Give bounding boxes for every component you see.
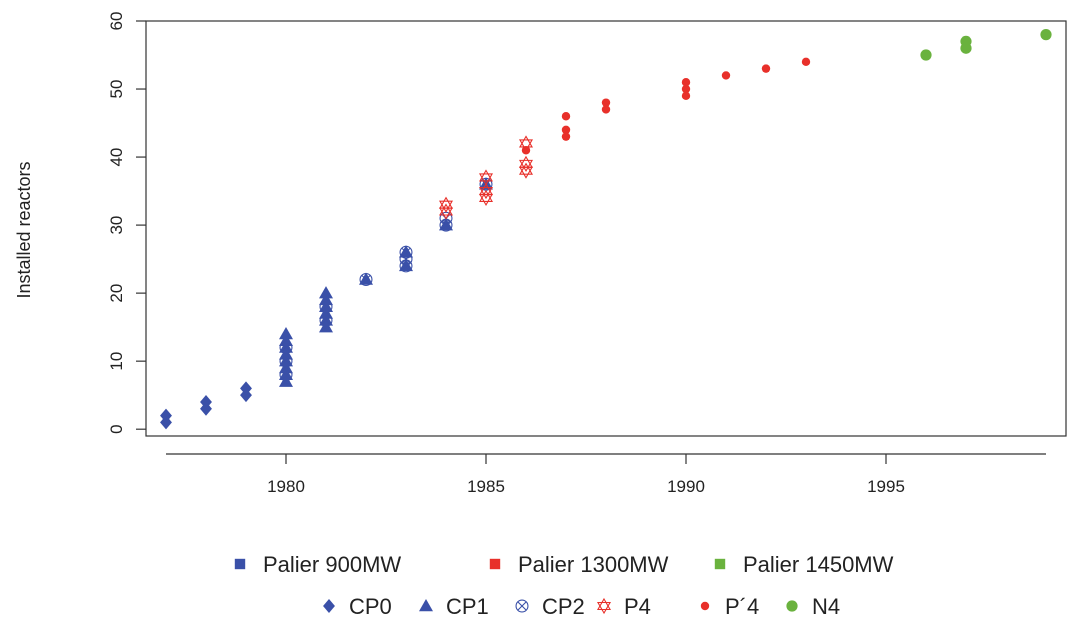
point-cp2: [399, 252, 413, 266]
legend-series-marker: [419, 599, 433, 612]
legend-series: CP0 CP1 CP2 P4 P´4 N4: [323, 594, 840, 619]
point-cp1: [279, 326, 293, 340]
point-p4: [721, 71, 731, 80]
point-cp1: [319, 286, 333, 299]
legend-palier-label: Palier 1300MW: [518, 552, 669, 577]
y-tick-label: 50: [107, 80, 126, 99]
point-cp0: [160, 408, 172, 423]
y-tick-label: 60: [107, 12, 126, 31]
point-p4: [801, 57, 811, 67]
legend-series-label: CP2: [542, 594, 585, 619]
x-axis: 1980 1985 1990 1995: [166, 453, 1046, 496]
point-p4: [681, 91, 691, 101]
legend-series-label: CP0: [349, 594, 392, 619]
y-tick-label: 40: [107, 148, 126, 167]
legend-palier-marker: [714, 558, 726, 570]
point-n4: [1040, 29, 1052, 41]
legend-palier-label: Palier 1450MW: [743, 552, 894, 577]
point-cp2: [399, 259, 413, 273]
point-p4: [601, 105, 611, 114]
point-p4: [521, 146, 531, 155]
y-tick-label: 20: [107, 284, 126, 303]
y-tick-label: 10: [107, 352, 126, 371]
y-axis-label: Installed reactors: [14, 161, 34, 298]
point-p4: [601, 98, 611, 107]
point-cp1: [319, 299, 333, 312]
point-p4: [438, 196, 454, 213]
point-cp1: [279, 354, 293, 367]
point-cp1: [319, 313, 333, 326]
legend-series-marker: [323, 599, 335, 613]
legend-series-marker: [786, 600, 798, 612]
point-p4: [478, 169, 494, 186]
legend-series-label: P´4: [725, 594, 759, 619]
point-cp1: [279, 340, 293, 353]
point-n4: [920, 49, 932, 61]
legend-series-label: CP1: [446, 594, 489, 619]
y-tick-label: 30: [107, 216, 126, 235]
point-p4: [681, 84, 691, 94]
legend-series-marker: [515, 599, 529, 613]
legend-palier-label: Palier 900MW: [263, 552, 401, 577]
data-points: [160, 29, 1052, 430]
legend-series-marker: [596, 597, 612, 615]
legend-palier-marker: [489, 558, 501, 570]
point-cp1: [359, 272, 373, 285]
x-tick-label: 1985: [467, 477, 505, 496]
point-p4: [561, 125, 571, 135]
y-axis: 0 10 20 30 40 50 60: [107, 12, 146, 434]
legend-series-label: N4: [812, 594, 840, 619]
point-p4: [561, 132, 571, 141]
point-n4: [960, 35, 972, 48]
x-tick-label: 1995: [867, 477, 905, 496]
point-p4: [681, 78, 691, 87]
point-cp2: [319, 300, 333, 314]
point-p4: [518, 155, 534, 172]
point-cp1: [279, 367, 293, 381]
y-tick-label: 0: [107, 424, 126, 433]
x-tick-label: 1990: [667, 477, 705, 496]
point-cp0: [240, 381, 252, 396]
legend-palier: Palier 900MW Palier 1300MW Palier 1450MW: [234, 552, 894, 577]
point-cp2: [399, 245, 413, 259]
point-p4: [561, 112, 571, 121]
plot-frame: [145, 20, 1067, 437]
point-p4: [478, 182, 494, 200]
x-tick-label: 1980: [267, 477, 305, 496]
point-cp2: [279, 354, 293, 368]
legend-palier-marker: [234, 558, 246, 570]
legend-series-label: P4: [624, 594, 651, 619]
point-cp2: [279, 341, 293, 355]
point-cp0: [200, 394, 212, 409]
point-cp2: [359, 273, 373, 287]
point-p4: [761, 64, 771, 73]
legend-series-marker: [700, 601, 710, 611]
point-cp2: [319, 313, 333, 327]
point-cp2: [279, 368, 293, 382]
